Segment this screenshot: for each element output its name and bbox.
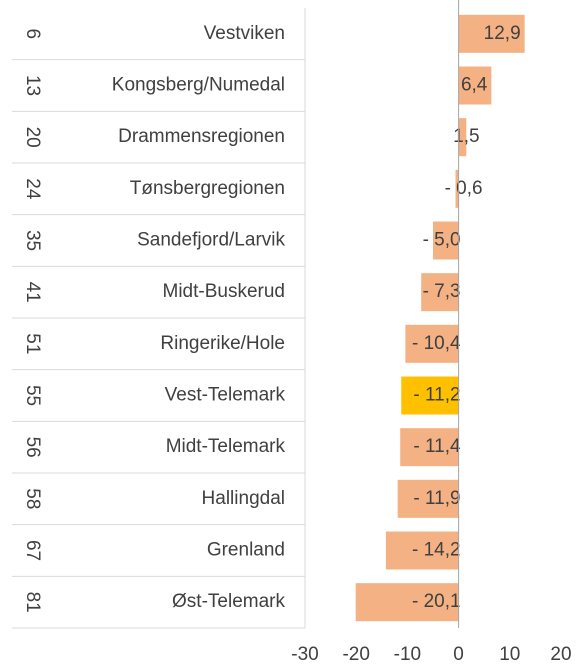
data-label: - 5,0: [423, 230, 461, 251]
category-label: Midt-Buskerud: [163, 281, 286, 302]
data-label: - 11,2: [413, 385, 460, 406]
rank-label: 55: [22, 385, 43, 406]
rank-label: 51: [22, 333, 43, 354]
category-label: Ringerike/Hole: [160, 333, 285, 354]
data-label: - 0,6: [445, 178, 483, 199]
bar: [421, 273, 459, 312]
bar: [400, 428, 459, 467]
bar: [355, 583, 459, 622]
rank-label: 13: [22, 75, 43, 96]
data-label: - 11,4: [413, 436, 461, 457]
rank-label: 81: [22, 592, 43, 613]
x-tick-label: 10: [499, 644, 520, 665]
bar: [401, 376, 459, 415]
data-label: - 14,2: [412, 540, 461, 561]
bar: [458, 66, 492, 105]
x-tick-label: -10: [394, 644, 421, 665]
rank-label: 6: [22, 29, 43, 40]
data-label: 6,4: [461, 75, 488, 96]
rank-label: 20: [22, 127, 43, 148]
rank-label: 41: [22, 282, 43, 303]
data-label: - 7,3: [423, 281, 461, 302]
rank-label: 56: [22, 437, 43, 458]
data-label: - 10,4: [412, 333, 461, 354]
bar: [385, 531, 459, 570]
category-label: Vestviken: [204, 23, 285, 44]
bar: [397, 479, 459, 518]
rank-label: 58: [22, 488, 43, 509]
x-tick-label: 20: [550, 644, 571, 665]
category-label: Drammensregionen: [118, 126, 285, 147]
bar: [405, 324, 459, 363]
category-label: Midt-Telemark: [166, 436, 286, 457]
category-label: Øst-Telemark: [172, 591, 285, 612]
x-tick-label: -30: [291, 644, 318, 665]
data-label: 12,9: [484, 23, 521, 44]
bar: [458, 14, 525, 53]
x-tick-label: -20: [342, 644, 369, 665]
category-label: Tønsbergregionen: [130, 178, 285, 199]
data-label: - 20,1: [412, 591, 461, 612]
category-label: Grenland: [207, 540, 285, 561]
rank-label: 67: [22, 540, 43, 561]
category-label: Vest-Telemark: [165, 385, 286, 406]
bar: [458, 118, 467, 157]
rank-label: 35: [22, 230, 43, 251]
bar: [455, 169, 459, 208]
category-label: Kongsberg/Numedal: [112, 75, 285, 96]
category-label: Hallingdal: [202, 488, 285, 509]
x-tick-label: 0: [453, 644, 464, 665]
rank-label: 24: [22, 178, 43, 200]
bar: [433, 221, 459, 260]
category-label: Sandefjord/Larvik: [137, 230, 285, 251]
data-label: 1,5: [453, 126, 479, 147]
data-label: - 11,9: [413, 488, 460, 509]
